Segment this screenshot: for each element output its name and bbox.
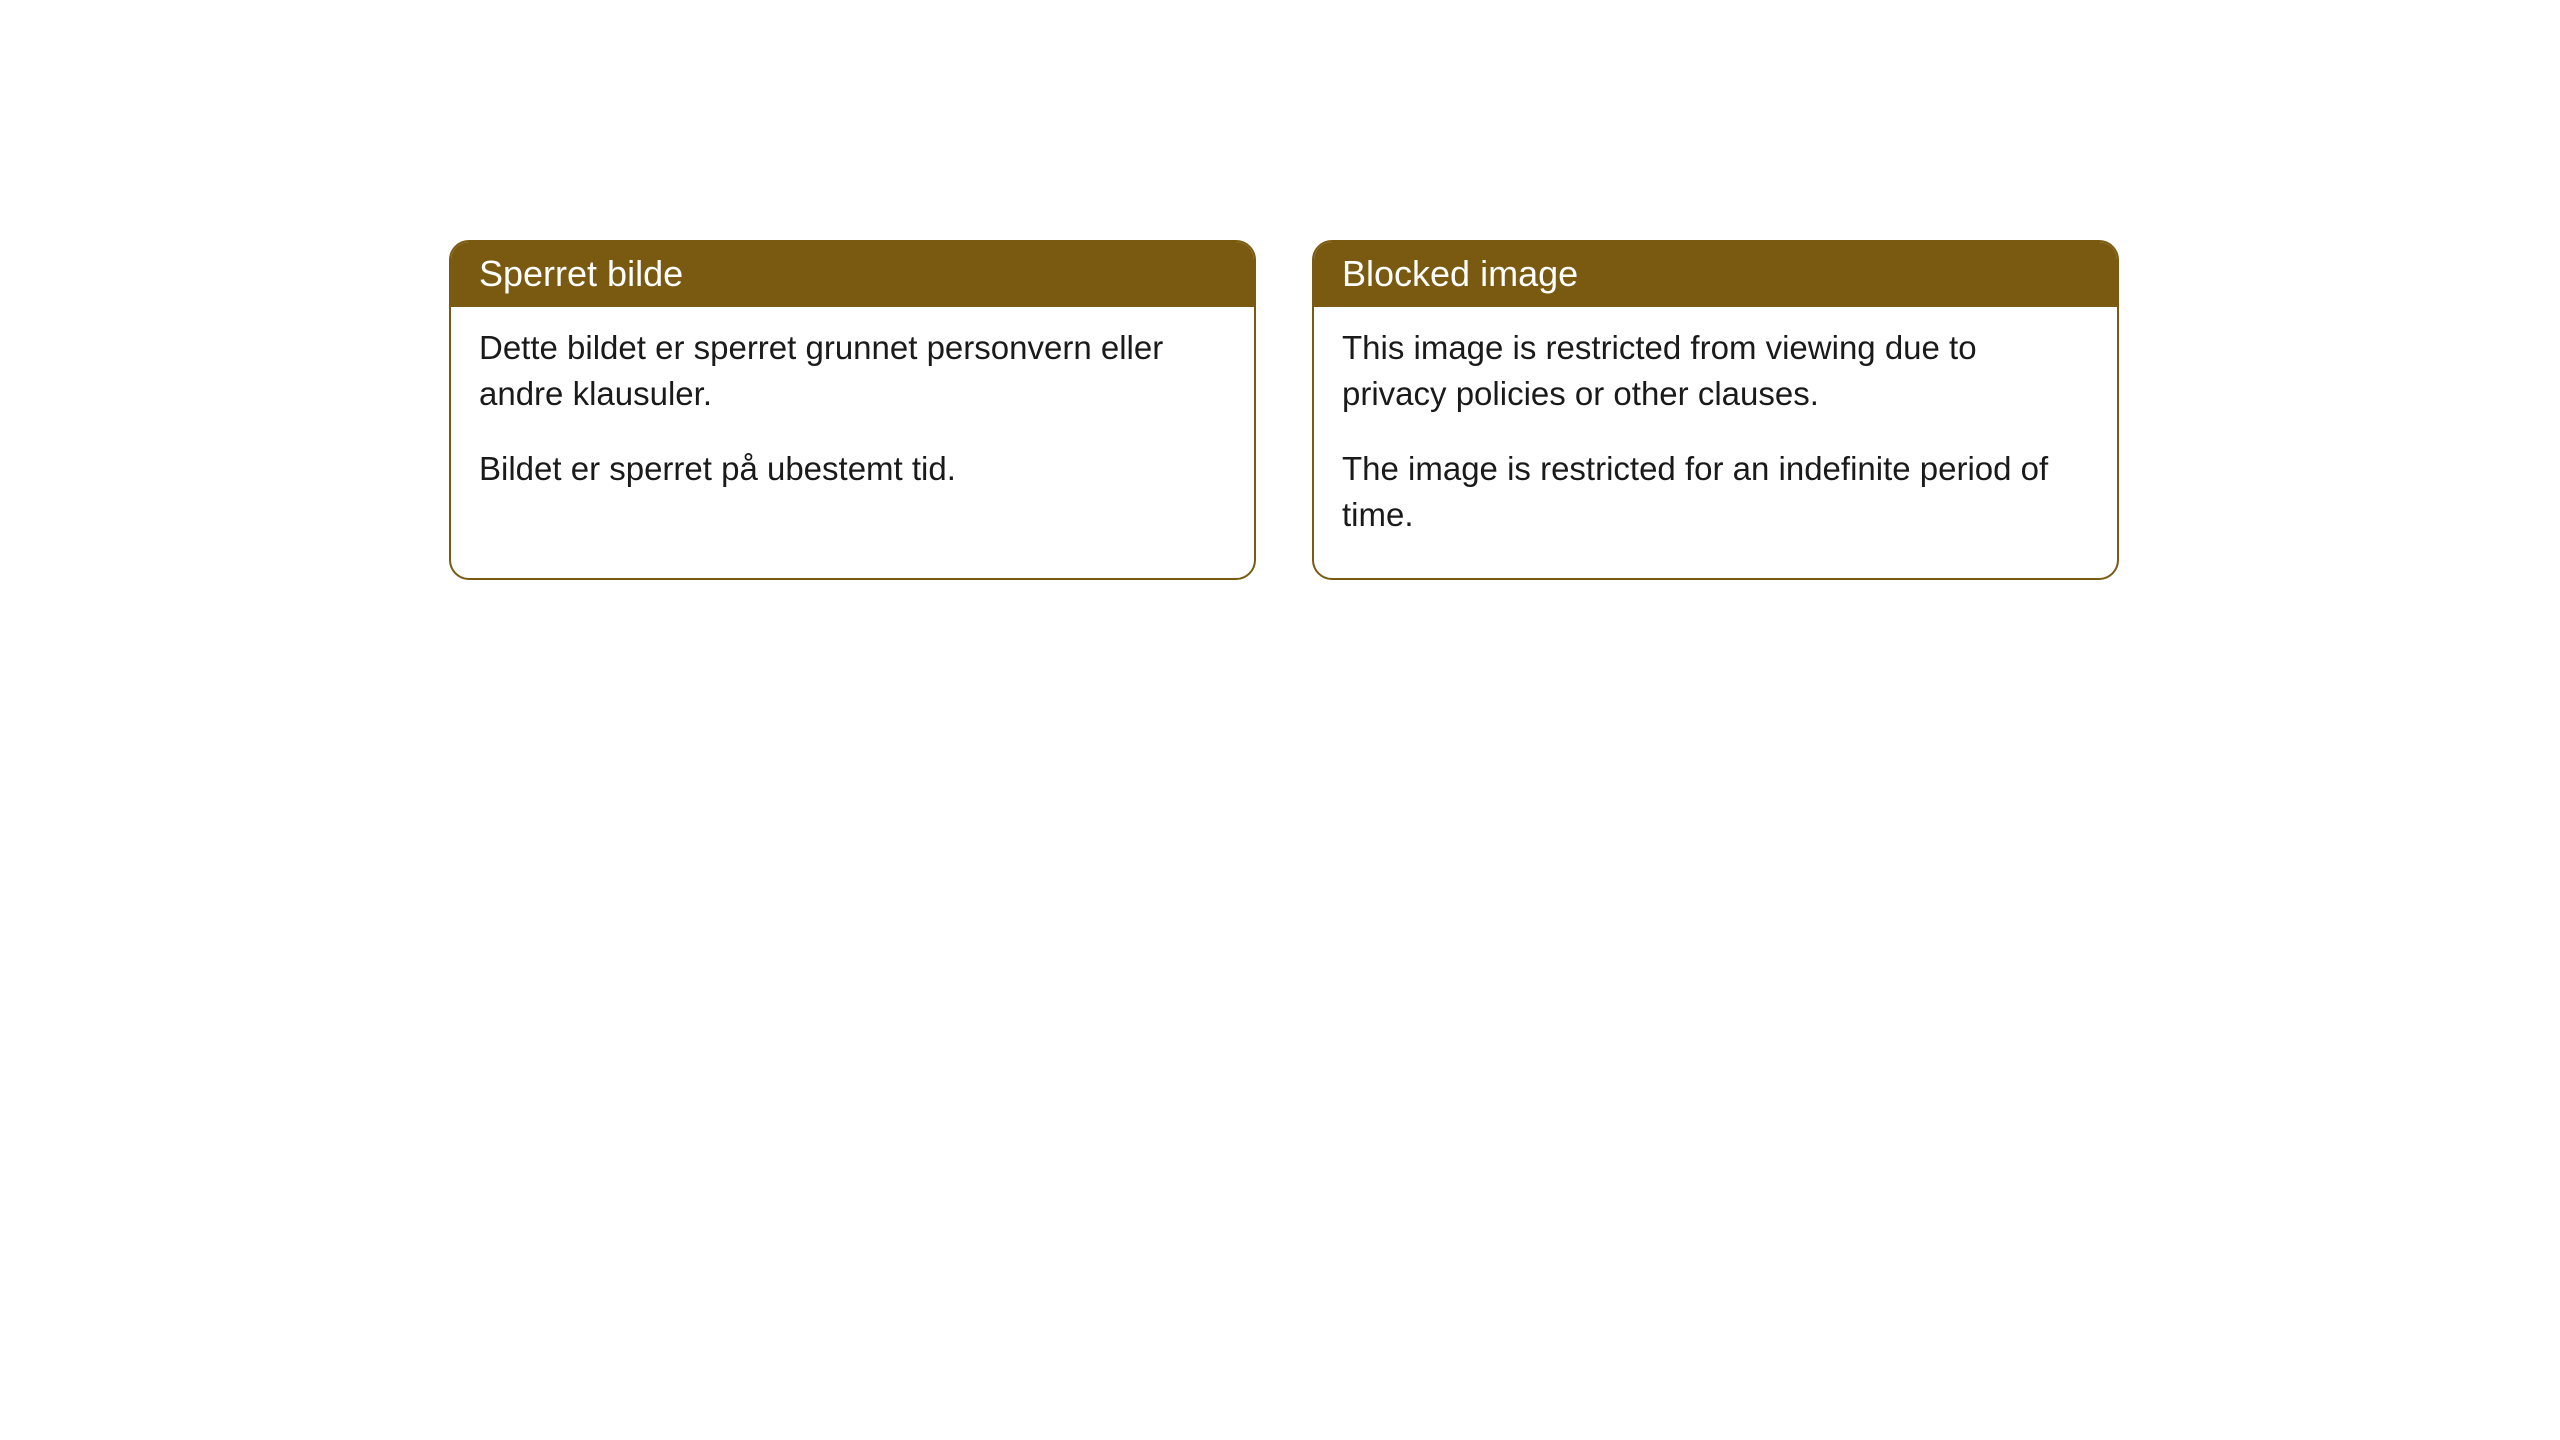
card-paragraph: The image is restricted for an indefinit… — [1342, 446, 2089, 538]
card-body: Dette bildet er sperret grunnet personve… — [451, 307, 1254, 532]
notice-card-norwegian: Sperret bilde Dette bildet er sperret gr… — [449, 240, 1256, 580]
card-paragraph: This image is restricted from viewing du… — [1342, 325, 2089, 417]
card-title: Blocked image — [1314, 242, 2117, 307]
card-body: This image is restricted from viewing du… — [1314, 307, 2117, 578]
card-paragraph: Bildet er sperret på ubestemt tid. — [479, 446, 1226, 492]
card-paragraph: Dette bildet er sperret grunnet personve… — [479, 325, 1226, 417]
notice-cards-container: Sperret bilde Dette bildet er sperret gr… — [449, 240, 2119, 580]
card-title: Sperret bilde — [451, 242, 1254, 307]
notice-card-english: Blocked image This image is restricted f… — [1312, 240, 2119, 580]
